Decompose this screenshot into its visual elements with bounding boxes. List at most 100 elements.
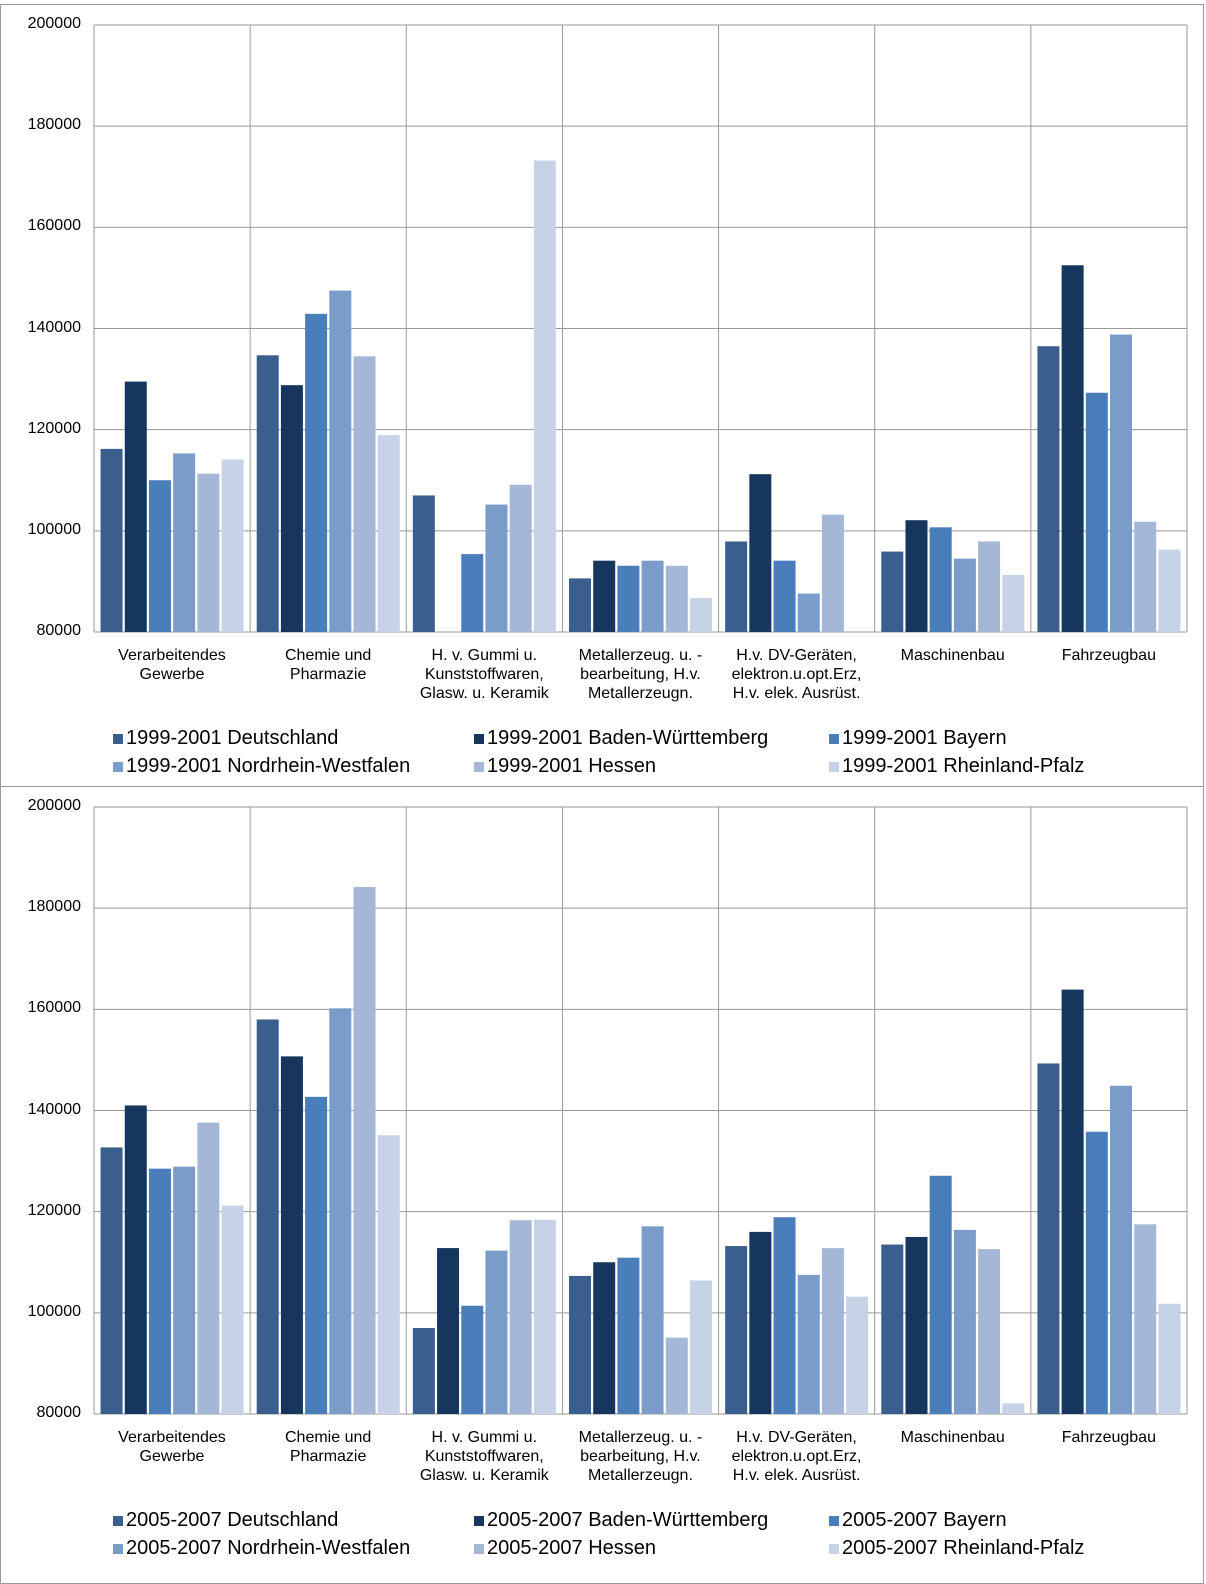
bar — [437, 1248, 460, 1414]
x-tick-label: Fahrzeugbau — [1061, 647, 1156, 664]
legend-label: 2005-2007 Deutschland — [126, 1509, 339, 1531]
legend-entry: 2005-2007 Rheinland-Pfalz — [829, 1537, 1084, 1560]
legend-entry: 1999-2001 Hessen — [474, 755, 656, 778]
y-tick-label: 140000 — [27, 1100, 81, 1118]
bar — [690, 598, 712, 632]
bar — [100, 1147, 123, 1414]
legend-label: 2005-2007 Nordrhein-Westfalen — [126, 1537, 411, 1559]
bar — [256, 355, 279, 632]
legend-label: 2005-2007 Hessen — [487, 1537, 657, 1559]
bar — [485, 1250, 508, 1414]
bar — [749, 474, 772, 632]
bar — [1134, 521, 1157, 632]
bar — [124, 381, 147, 632]
bar — [929, 1175, 952, 1414]
bar — [461, 1305, 484, 1414]
bar — [905, 520, 928, 632]
legend-entry: 2005-2007 Baden-Württemberg — [474, 1509, 768, 1532]
bar — [353, 886, 376, 1414]
y-tick-label: 180000 — [27, 898, 81, 916]
bar — [100, 448, 123, 632]
x-tick-label: Maschinenbau — [900, 1429, 1005, 1446]
y-tick-label: 180000 — [27, 116, 81, 134]
bar — [725, 1246, 748, 1414]
bar — [821, 1248, 844, 1414]
bar — [641, 1226, 664, 1414]
bar — [256, 1019, 279, 1414]
y-tick-label: 200000 — [27, 797, 81, 814]
x-tick-label: H.v. DV-Geräten, elektron.u.opt.Erz, H.v… — [731, 1429, 862, 1484]
x-tick-label: Verarbeitendes Gewerbe — [118, 647, 226, 683]
y-tick-label: 200000 — [27, 15, 81, 32]
bar — [1061, 989, 1084, 1414]
bar — [1085, 392, 1108, 632]
bar — [905, 1236, 928, 1414]
bar — [509, 1220, 532, 1414]
bar — [1158, 549, 1181, 632]
legend-label: 1999-2001 Bayern — [842, 727, 1007, 749]
x-tick-label: Fahrzeugbau — [1061, 1429, 1156, 1446]
bar — [797, 593, 820, 632]
y-tick-label: 100000 — [27, 520, 81, 538]
legend-swatch — [829, 761, 839, 772]
legend-entry: 2005-2007 Deutschland — [113, 1509, 338, 1532]
legend-swatch — [829, 1543, 839, 1554]
bar — [593, 560, 616, 632]
bar — [221, 459, 244, 632]
bar — [881, 551, 904, 632]
bar — [1002, 1403, 1025, 1414]
legend-swatch — [113, 1515, 123, 1526]
bar — [1085, 1131, 1108, 1414]
x-tick-label: Metallerzeug. u. - bearbeitung, H.v. Met… — [578, 647, 703, 702]
chart-panel: 80000 100000 120000 140000 160000 180000 20000… — [0, 4, 1204, 787]
bar — [846, 1296, 869, 1414]
bar — [280, 385, 303, 632]
bar — [749, 1231, 772, 1414]
bar — [173, 1166, 196, 1414]
bar — [569, 1275, 591, 1414]
x-tick-label: Maschinenbau — [900, 647, 1005, 664]
y-tick-label: 100000 — [27, 1302, 81, 1320]
bar — [197, 473, 220, 632]
bar — [725, 541, 748, 632]
bar — [305, 313, 328, 632]
plot — [93, 24, 1188, 633]
legend-entry: 1999-2001 Deutschland — [113, 727, 338, 750]
legend-swatch — [474, 1543, 484, 1554]
y-tick-label: 160000 — [27, 999, 81, 1017]
bar — [197, 1122, 220, 1414]
plot — [93, 806, 1188, 1415]
legend-label: 1999-2001 Deutschland — [126, 727, 339, 749]
y-tick-label: 140000 — [27, 318, 81, 336]
legend-entry: 1999-2001 Baden-Württemberg — [474, 727, 768, 750]
legend-swatch — [829, 733, 839, 744]
bar — [978, 541, 1001, 632]
bar — [1002, 574, 1025, 632]
bar — [1134, 1224, 1157, 1414]
bar — [593, 1262, 616, 1414]
bar — [773, 1217, 796, 1414]
legend-label: 2005-2007 Bayern — [842, 1509, 1007, 1531]
legend-entry: 1999-2001 Rheinland-Pfalz — [829, 755, 1084, 778]
bar — [1110, 1085, 1133, 1414]
bar — [797, 1274, 820, 1414]
legend-label: 1999-2001 Nordrhein-Westfalen — [126, 755, 411, 777]
x-tick-label: H. v. Gummi u. Kunststoffwaren, Glasw. u… — [419, 1429, 549, 1484]
bar — [665, 565, 688, 632]
bar — [617, 565, 640, 632]
bar — [280, 1056, 303, 1414]
legend-label: 1999-2001 Rheinland-Pfalz — [842, 755, 1085, 777]
bar — [412, 1328, 435, 1414]
bar — [773, 560, 796, 632]
bar — [148, 1168, 171, 1414]
x-tick-label: H. v. Gummi u. Kunststoffwaren, Glasw. u… — [419, 647, 549, 702]
chart-panel: 80000 100000 120000 140000 160000 180000 20000… — [0, 786, 1204, 1584]
bar — [821, 514, 844, 632]
legend-swatch — [474, 1515, 484, 1526]
x-tick-label: Metallerzeug. u. - bearbeitung, H.v. Met… — [578, 1429, 703, 1484]
bar — [953, 1229, 976, 1414]
bar — [978, 1249, 1001, 1414]
bar — [124, 1105, 147, 1414]
bar — [533, 1219, 556, 1414]
x-tick-label: H.v. DV-Geräten, elektron.u.opt.Erz, H.v… — [731, 647, 862, 702]
